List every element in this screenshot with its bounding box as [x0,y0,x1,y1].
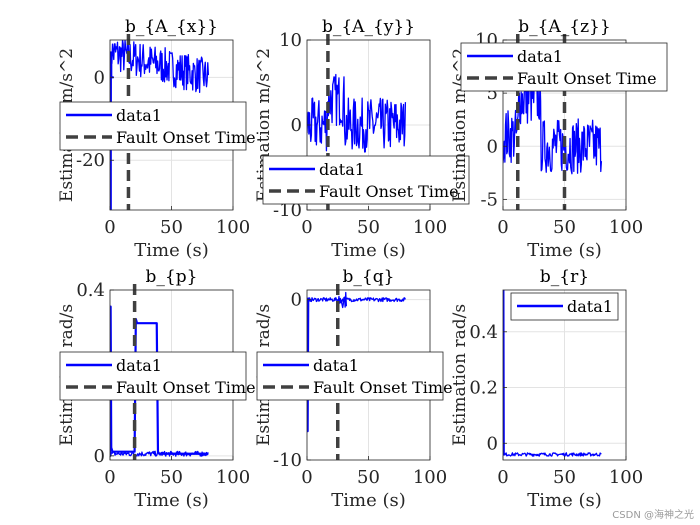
legend-label-data1: data1 [116,106,162,125]
x-axis-label: Time (s) [527,490,602,511]
series-group [307,73,407,153]
legend: data1 [510,292,619,321]
x-tick-label: 0 [301,217,312,238]
chart-title: b_{r} [540,267,589,287]
legend-label-fault: Fault Onset Time [313,378,453,397]
y-tick-label: -10 [273,200,302,221]
series-line-data1 [110,450,209,457]
legend: data1 Fault Onset Time [460,42,668,92]
y-tick-label: 10 [279,30,302,51]
x-tick-label: 100 [216,467,250,488]
x-tick-label: 0 [497,217,508,238]
legend: data1 Fault Onset Time [262,155,470,205]
chart-title: b_{A_{y}} [322,17,415,37]
legend-label-fault: Fault Onset Time [116,128,256,147]
y-tick-label: -10 [273,450,302,471]
series-group [503,74,603,175]
x-tick-label: 50 [357,467,380,488]
y-tick-label: 0.2 [469,378,498,399]
x-tick-label: 50 [553,217,576,238]
legend-box [460,42,668,92]
series-line-data1 [503,452,602,457]
series-line-data1 [110,40,210,210]
legend: data1 Fault Onset Time [59,101,256,151]
legend-label-data1: data1 [116,356,162,375]
x-tick-label: 0 [104,217,115,238]
y-tick-label: 0 [94,67,105,88]
x-tick-label: 0 [301,467,312,488]
chart-title: b_{q} [343,267,395,287]
legend-label-data1: data1 [319,160,365,179]
legend-box [256,351,444,401]
legend-label-fault: Fault Onset Time [517,69,657,88]
x-tick-label: 50 [160,467,183,488]
y-tick-label: -20 [76,150,105,171]
x-tick-label: 100 [413,467,447,488]
legend-box [59,351,247,401]
legend-label-data1: data1 [567,297,613,316]
x-tick-label: 100 [413,217,447,238]
x-axis-label: Time (s) [331,240,406,261]
legend-label-fault: Fault Onset Time [116,378,256,397]
chart-title: b_{p} [146,267,198,287]
x-tick-label: 0 [497,467,508,488]
y-tick-label: 0 [487,136,498,157]
x-tick-label: 0 [104,467,115,488]
x-tick-label: 50 [357,217,380,238]
series-line-data1 [307,297,406,303]
legend: data1 Fault Onset Time [59,351,256,401]
legend-box [59,101,247,151]
y-tick-label: 0.4 [469,322,498,343]
y-tick-label: 5 [487,83,498,104]
series-group [503,290,602,457]
x-axis-label: Time (s) [134,240,209,261]
chart-title: b_{A_{x}} [125,17,218,37]
x-axis-label: Time (s) [527,240,602,261]
series-line-data1 [503,74,603,175]
legend: data1 Fault Onset Time [256,351,453,401]
y-tick-label: 0.4 [76,280,105,301]
x-tick-label: 100 [609,467,643,488]
legend-label-data1: data1 [517,47,563,66]
legend-label-data1: data1 [313,356,359,375]
series-line-data1 [337,291,348,309]
y-axis-label: Estimation rad/s [450,304,470,446]
y-tick-label: 0 [94,446,105,467]
x-tick-label: 50 [160,217,183,238]
y-tick-label: 0 [291,290,302,311]
series-line-data1 [307,73,407,153]
y-tick-label: 0 [487,433,498,454]
x-tick-label: 100 [216,217,250,238]
chart-title: b_{A_{z}} [518,17,610,37]
x-axis-label: Time (s) [134,490,209,511]
y-tick-label: -5 [480,189,498,210]
legend-box [262,155,470,205]
x-axis-label: Time (s) [331,490,406,511]
watermark: CSDN @海神之光 [612,510,694,521]
x-tick-label: 100 [609,217,643,238]
x-tick-label: 50 [553,467,576,488]
y-tick-label: 0 [291,115,302,136]
subplot-6: 0 50 100 0 0.2 0.4 b_{r} Time (s) Estimation rad… [450,267,643,511]
legend-label-fault: Fault Onset Time [319,182,459,201]
